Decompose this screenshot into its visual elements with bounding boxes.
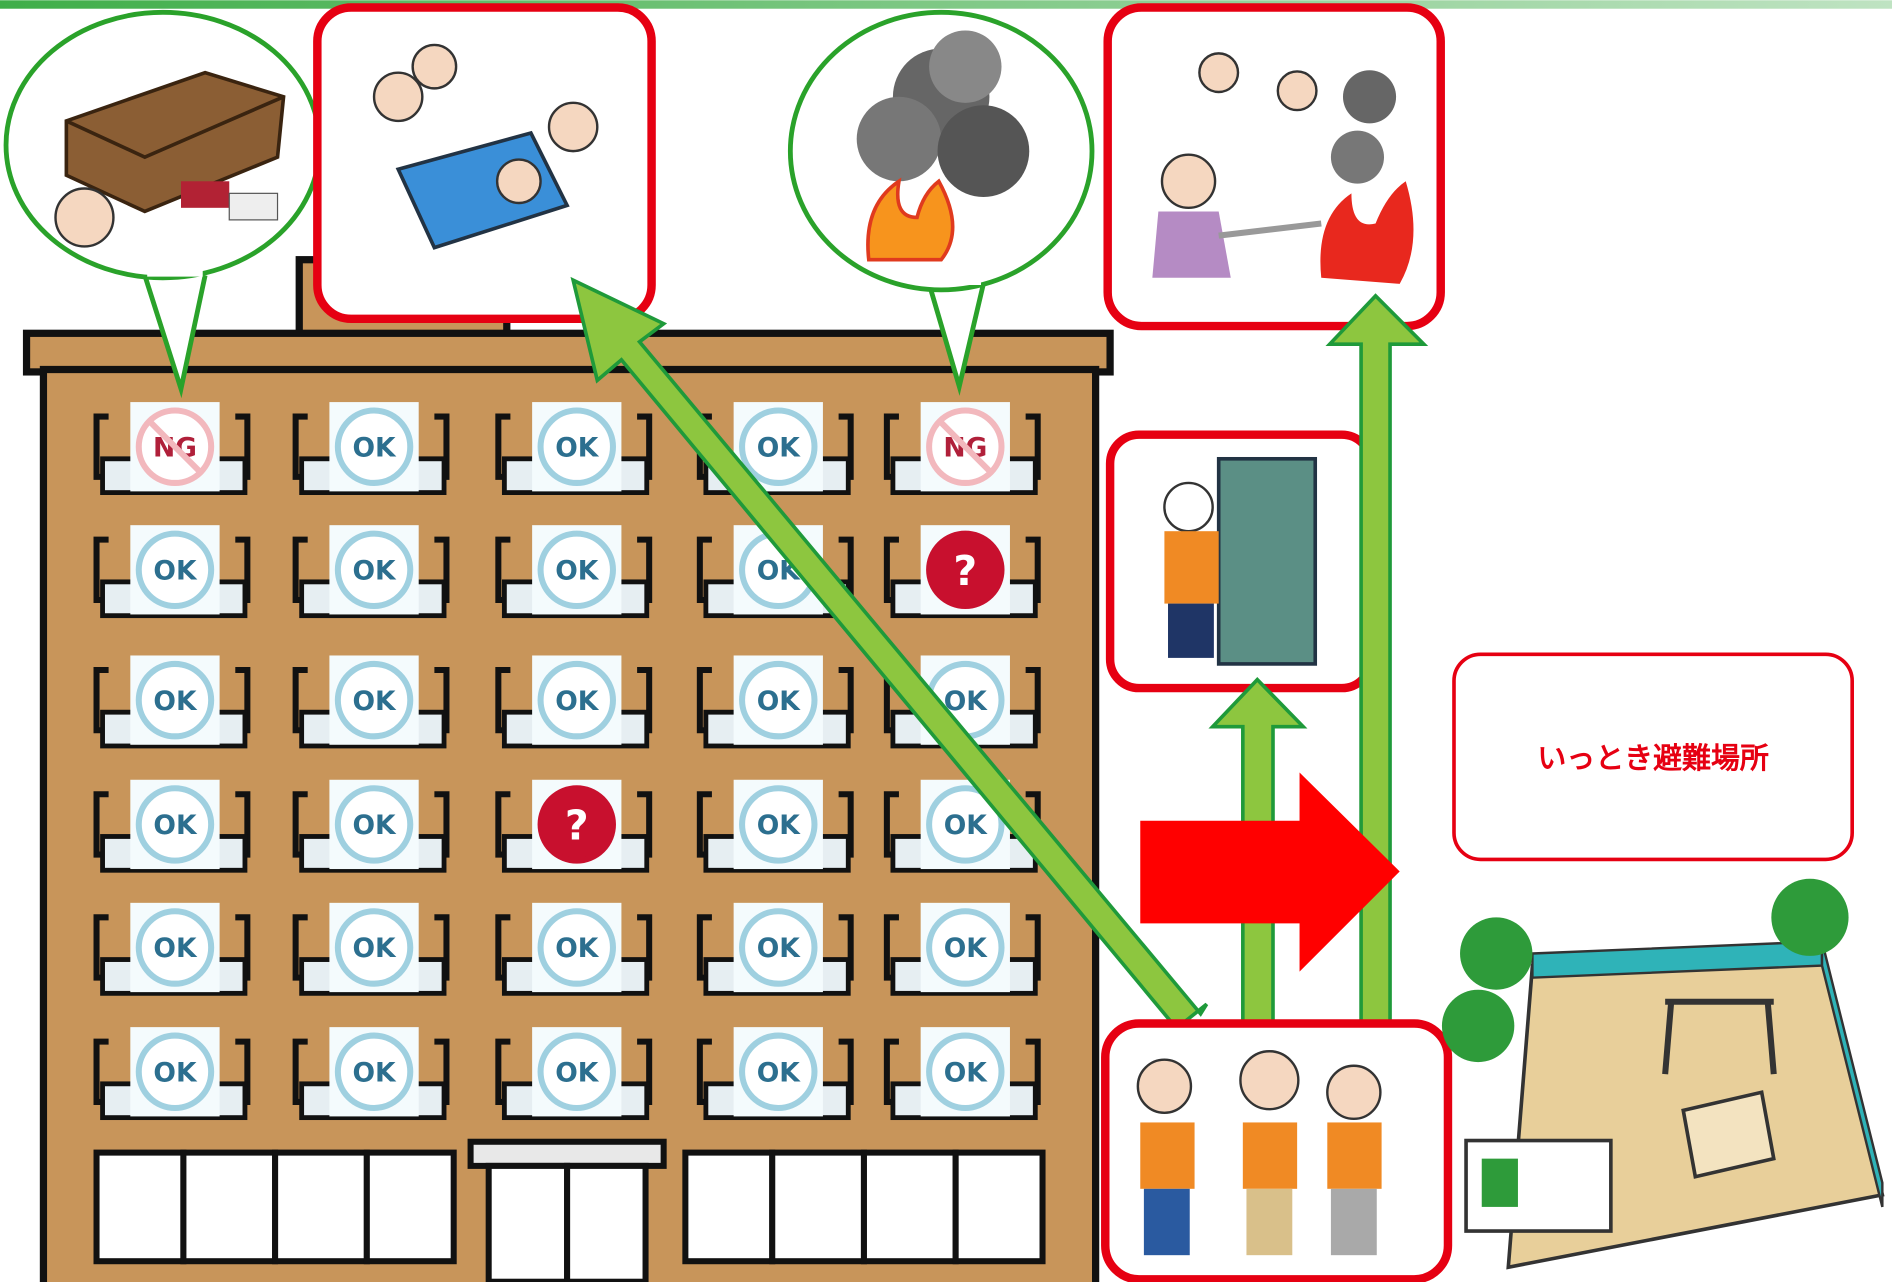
- patrol-team-illustration: [1138, 1051, 1382, 1255]
- status-label: OK: [352, 1057, 397, 1088]
- body: NGOKOKOKNGOKOKOKOK?OKOKOKOKOKOKOK?OKOKOK…: [0, 0, 1892, 1282]
- status-label: OK: [352, 933, 397, 964]
- status-label: OK: [757, 933, 802, 964]
- status-label: OK: [555, 686, 600, 717]
- status-label: OK: [352, 556, 397, 587]
- top-bar: [0, 0, 1892, 8]
- status-label: OK: [352, 810, 397, 841]
- status-label: OK: [757, 686, 802, 717]
- status-label: OK: [757, 1057, 802, 1088]
- status-label: OK: [153, 686, 198, 717]
- status-label: OK: [757, 432, 802, 463]
- status-label: OK: [944, 933, 989, 964]
- status-label: OK: [555, 933, 600, 964]
- diagram: NGOKOKOKNGOKOKOKOK?OKOKOKOKOKOKOK?OKOKOK…: [0, 0, 1892, 1282]
- status-label: OK: [555, 432, 600, 463]
- status-label: OK: [944, 810, 989, 841]
- status-label: OK: [153, 933, 198, 964]
- status-label: OK: [944, 1057, 989, 1088]
- status-label: OK: [555, 1057, 600, 1088]
- evacuation-site-label: いっとき避難場所: [1537, 741, 1769, 775]
- status-label: OK: [153, 1057, 198, 1088]
- status-label: OK: [352, 432, 397, 463]
- status-label: OK: [757, 810, 802, 841]
- page: Diagram {"building": {"windows": [ ["NG"…: [0, 0, 1892, 1282]
- status-label: ?: [953, 547, 977, 595]
- status-label: OK: [555, 556, 600, 587]
- door-knock-illustration: [1164, 459, 1315, 664]
- status-label: OK: [352, 686, 397, 717]
- status-label: ?: [565, 802, 589, 850]
- park-illustration: [1442, 879, 1882, 1268]
- status-label: OK: [153, 556, 198, 587]
- status-label: OK: [153, 810, 198, 841]
